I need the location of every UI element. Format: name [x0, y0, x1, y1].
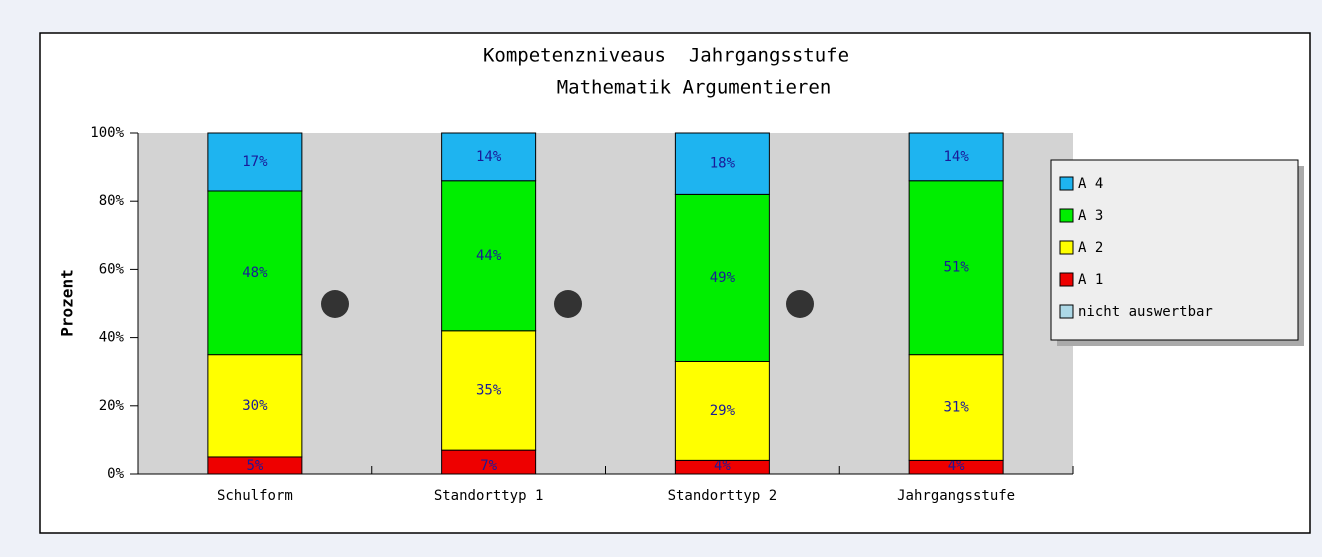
bar-segment — [908, 180, 1004, 356]
y-tick-label: 40% — [99, 330, 125, 346]
bar-segment — [674, 132, 770, 195]
y-tick-label: 80% — [99, 193, 125, 209]
data-label: 14% — [476, 149, 502, 165]
marker-dot — [321, 290, 349, 318]
chart-subtitle: Mathematik Argumentieren — [557, 77, 832, 99]
legend-label: A 3 — [1078, 208, 1103, 224]
y-tick-label: 60% — [99, 261, 125, 277]
legend-swatch — [1059, 272, 1074, 287]
y-tick-label: 20% — [99, 398, 125, 414]
data-label: 14% — [943, 149, 969, 165]
legend-swatch — [1059, 176, 1074, 191]
legend-label: A 2 — [1078, 240, 1103, 256]
x-tick-label: Standorttyp 1 — [434, 488, 544, 504]
data-label: 29% — [710, 403, 736, 419]
y-tick-label: 100% — [90, 125, 124, 141]
legend-label: A 4 — [1078, 176, 1103, 192]
data-label: 30% — [242, 398, 268, 414]
y-axis-label: Prozent — [58, 269, 77, 336]
bar-segment — [207, 132, 303, 192]
bar-segment — [908, 132, 1004, 182]
bar-segment — [674, 360, 770, 461]
data-label: 4% — [948, 458, 965, 474]
y-tick-label: 0% — [107, 466, 124, 482]
data-label: 7% — [480, 458, 497, 474]
legend-label: nicht auswertbar — [1078, 304, 1213, 320]
x-tick-label: Standorttyp 2 — [668, 488, 778, 504]
data-label: 48% — [242, 265, 268, 281]
data-label: 17% — [242, 154, 268, 170]
data-label: 44% — [476, 248, 502, 264]
marker-dot — [786, 290, 814, 318]
bar-segment — [207, 190, 303, 356]
bar-segment — [441, 132, 537, 182]
marker-dot — [554, 290, 582, 318]
data-label: 5% — [246, 458, 263, 474]
legend-swatch — [1059, 304, 1074, 319]
chart-title: Kompetenzniveaus Jahrgangsstufe — [483, 45, 849, 67]
data-label: 49% — [710, 270, 736, 286]
x-tick-label: Schulform — [217, 488, 293, 504]
bar-segment — [441, 180, 537, 332]
bar-segment — [908, 354, 1004, 461]
legend-swatch — [1059, 240, 1074, 255]
bar-segment — [674, 193, 770, 362]
data-label: 4% — [714, 458, 731, 474]
data-label: 35% — [476, 382, 502, 398]
data-label: 18% — [710, 156, 736, 172]
x-tick-label: Jahrgangsstufe — [897, 488, 1015, 504]
bar-segment — [441, 330, 537, 451]
legend — [1050, 159, 1299, 341]
legend-label: A 1 — [1078, 272, 1103, 288]
data-label: 31% — [943, 400, 969, 416]
data-label: 51% — [943, 260, 969, 276]
legend-swatch — [1059, 208, 1074, 223]
